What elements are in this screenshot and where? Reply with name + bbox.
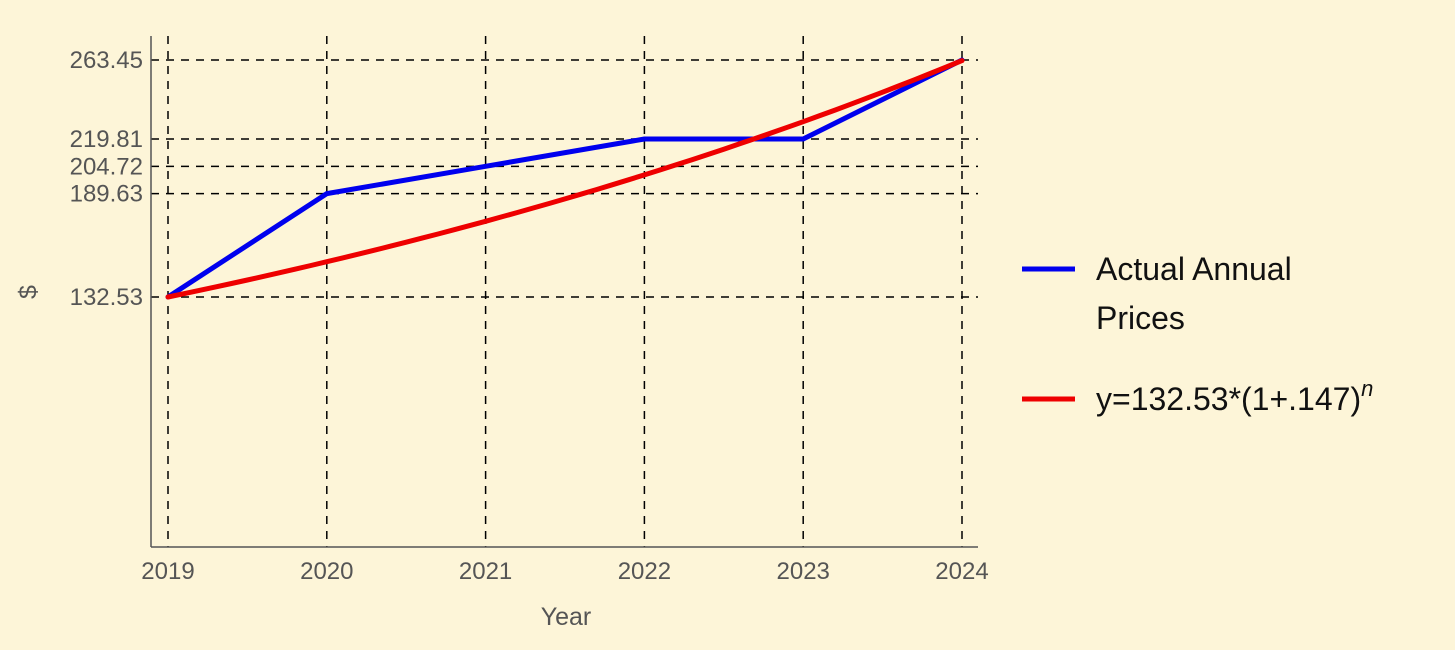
x-tick-label-2021: 2021 [459,558,512,585]
y-tick-label-189.63: 189.63 [70,181,143,208]
x-tick-label-2019: 2019 [141,558,194,585]
legend-label-actual: Actual Annual Prices [1096,251,1301,336]
legend-label-model-exponent: n [1361,376,1373,401]
y-axis-title: $ [15,285,43,299]
legend-label-model-text: y=132.53*(1+.147) [1096,381,1361,417]
series-lines [165,57,965,300]
grid-lines [151,36,978,547]
series-line-actual [165,57,965,300]
legend: Actual Annual Prices y=132.53*(1+.147)n [1022,251,1373,417]
legend-item-model: y=132.53*(1+.147)n [1022,376,1373,417]
x-tick-label-2020: 2020 [300,558,353,585]
y-tick-label-204.72: 204.72 [70,153,143,180]
x-tick-label-2022: 2022 [618,558,671,585]
x-axis-title: Year [541,603,592,631]
y-tick-label-263.45: 263.45 [70,47,143,74]
series-line-model [165,58,965,300]
y-tick-label-219.81: 219.81 [70,126,143,153]
legend-label-actual-line2: Prices [1096,300,1185,336]
legend-label-model: y=132.53*(1+.147)n [1096,376,1373,417]
x-tick-labels: 2019 2020 2021 2022 2023 2024 [141,558,988,585]
x-tick-label-2024: 2024 [935,558,988,585]
legend-label-actual-line1: Actual Annual [1096,251,1292,287]
x-tick-label-2023: 2023 [777,558,830,585]
y-tick-label-132.53: 132.53 [70,284,143,311]
legend-item-actual: Actual Annual Prices [1022,251,1301,336]
